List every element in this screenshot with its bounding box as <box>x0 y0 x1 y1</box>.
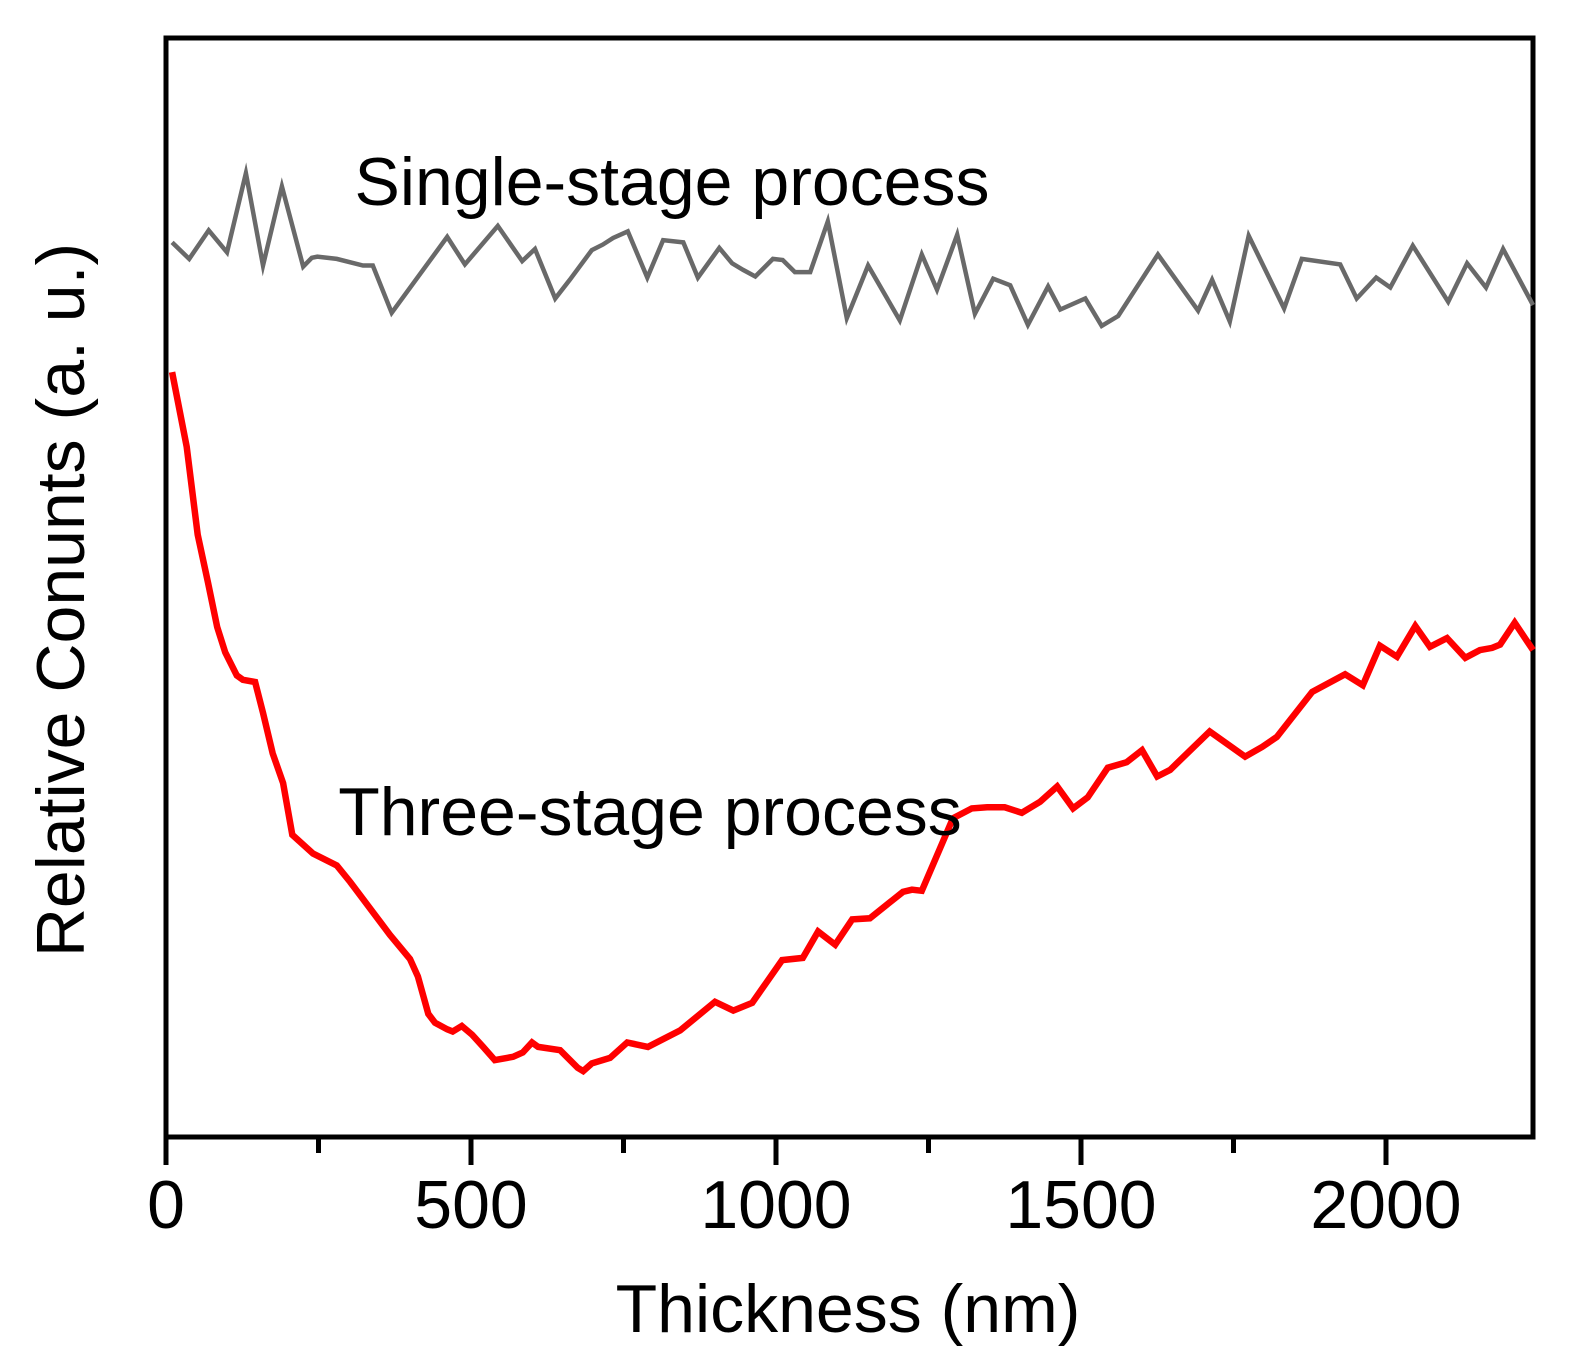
three-stage-label: Three-stage process <box>338 774 962 850</box>
chart-series <box>168 162 1536 1076</box>
x-tick-label: 1500 <box>1005 1167 1156 1243</box>
single-stage-label: Single-stage process <box>354 144 989 220</box>
x-axis-tick-labels: 0 500 1000 1500 2000 <box>147 1167 1462 1243</box>
single-stage-line <box>170 162 1535 330</box>
x-axis-title: Thickness (nm) <box>616 1271 1081 1347</box>
x-tick-label: 2000 <box>1310 1167 1461 1243</box>
x-tick-label: 500 <box>414 1167 527 1243</box>
y-axis-title: Relative Conunts (a. u.) <box>23 243 99 957</box>
plot-border <box>163 35 1536 1140</box>
three-stage-line <box>168 371 1536 1076</box>
x-tick-label: 0 <box>147 1167 185 1243</box>
x-tick-label: 1000 <box>700 1167 851 1243</box>
x-axis-ticks <box>163 1137 1389 1165</box>
